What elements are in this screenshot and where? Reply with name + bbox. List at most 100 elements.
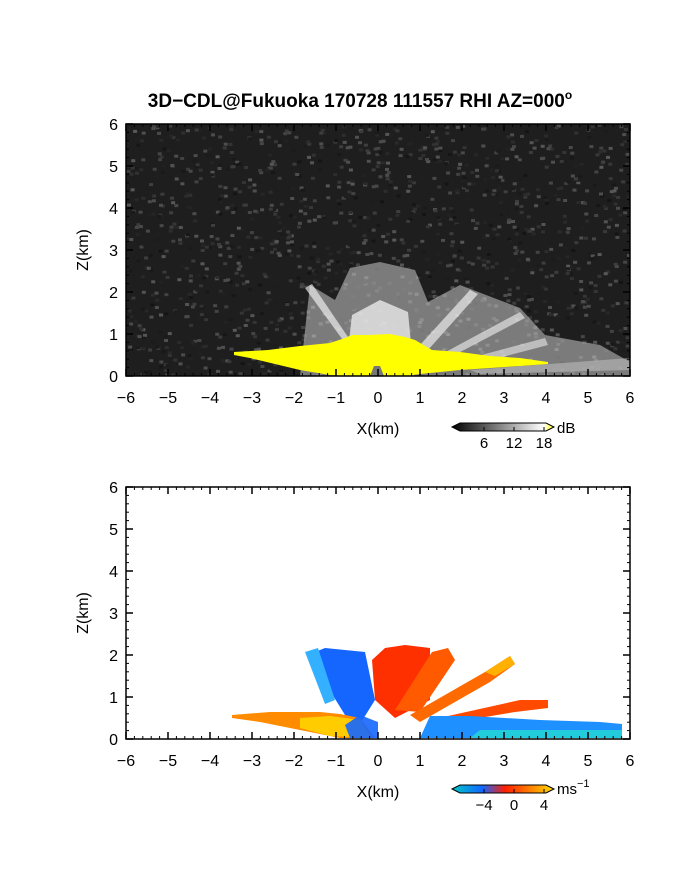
noise-speckle xyxy=(229,125,234,129)
noise-speckle xyxy=(236,267,241,271)
noise-speckle xyxy=(534,204,539,208)
reflectivity-echo xyxy=(234,262,630,376)
noise-speckle xyxy=(134,198,139,202)
noise-speckle xyxy=(626,195,630,198)
noise-speckle xyxy=(298,212,303,215)
noise-speckle xyxy=(279,346,283,350)
noise-speckle xyxy=(531,232,536,236)
noise-speckle xyxy=(145,229,150,233)
noise-speckle xyxy=(486,253,491,256)
noise-speckle xyxy=(204,274,209,278)
noise-speckle xyxy=(194,234,199,238)
noise-speckle xyxy=(527,298,532,302)
noise-speckle xyxy=(359,130,364,134)
noise-speckle xyxy=(375,153,380,157)
noise-speckle xyxy=(312,272,317,276)
noise-speckle xyxy=(325,184,330,188)
noise-speckle xyxy=(151,212,156,216)
noise-speckle xyxy=(146,266,151,270)
noise-speckle xyxy=(470,262,475,266)
velocity-x-tick-label: −6 xyxy=(117,753,135,770)
noise-speckle xyxy=(548,144,553,148)
noise-speckle xyxy=(492,227,497,231)
noise-speckle xyxy=(395,129,400,133)
noise-speckle xyxy=(438,261,443,265)
noise-speckle xyxy=(348,145,353,149)
noise-speckle xyxy=(138,225,143,229)
reflectivity-y-tick-label: 5 xyxy=(109,159,118,176)
noise-speckle xyxy=(490,292,495,296)
noise-speckle xyxy=(475,221,480,225)
noise-speckle xyxy=(248,137,253,141)
noise-speckle xyxy=(163,335,168,339)
noise-speckle xyxy=(136,259,141,263)
noise-speckle xyxy=(312,199,317,203)
noise-speckle xyxy=(161,255,166,259)
noise-speckle xyxy=(514,232,519,236)
noise-speckle xyxy=(167,353,172,357)
noise-speckle xyxy=(486,282,491,286)
noise-speckle xyxy=(624,301,629,305)
noise-speckle xyxy=(378,151,383,155)
noise-speckle xyxy=(613,279,618,283)
noise-speckle xyxy=(165,363,170,367)
noise-speckle xyxy=(549,247,554,251)
noise-speckle xyxy=(254,236,259,240)
noise-speckle xyxy=(339,211,344,215)
noise-speckle xyxy=(129,172,134,176)
noise-speckle xyxy=(598,150,603,154)
noise-speckle xyxy=(253,209,258,213)
noise-speckle xyxy=(579,162,584,166)
noise-speckle xyxy=(203,313,208,317)
noise-speckle xyxy=(257,283,262,287)
noise-speckle xyxy=(497,225,502,229)
noise-speckle xyxy=(311,153,316,157)
noise-speckle xyxy=(135,171,139,175)
noise-speckle xyxy=(599,165,604,169)
noise-speckle xyxy=(230,245,235,248)
noise-speckle xyxy=(389,134,394,138)
noise-speckle xyxy=(279,369,284,373)
velocity-y-tick-label: 6 xyxy=(109,480,118,497)
noise-speckle xyxy=(151,340,156,344)
noise-speckle xyxy=(181,353,186,357)
noise-speckle xyxy=(246,307,251,311)
noise-speckle xyxy=(605,324,610,328)
noise-speckle xyxy=(201,206,206,210)
noise-speckle xyxy=(272,208,277,212)
noise-speckle xyxy=(209,235,214,238)
noise-speckle xyxy=(274,300,279,304)
noise-speckle xyxy=(581,300,586,303)
noise-speckle xyxy=(566,267,570,271)
noise-speckle xyxy=(277,319,282,323)
noise-speckle xyxy=(427,278,432,281)
noise-speckle xyxy=(599,146,604,150)
noise-speckle xyxy=(455,268,460,272)
noise-speckle xyxy=(329,259,334,263)
noise-speckle xyxy=(282,226,287,230)
noise-speckle xyxy=(158,249,163,253)
noise-speckle xyxy=(137,324,142,328)
noise-speckle xyxy=(592,237,596,241)
reflectivity-x-tick-label: 1 xyxy=(416,390,425,407)
noise-speckle xyxy=(164,346,169,349)
noise-speckle xyxy=(369,252,374,256)
velocity-y-tick-label: 2 xyxy=(109,648,118,665)
noise-speckle xyxy=(134,326,139,330)
noise-speckle xyxy=(174,177,179,181)
noise-speckle xyxy=(367,128,372,132)
noise-speckle xyxy=(515,249,520,253)
noise-speckle xyxy=(462,146,467,150)
noise-speckle xyxy=(498,201,503,204)
noise-speckle xyxy=(345,146,350,150)
noise-speckle xyxy=(208,246,213,250)
noise-speckle xyxy=(225,167,230,171)
noise-speckle xyxy=(204,267,209,271)
noise-speckle xyxy=(384,240,389,244)
noise-speckle xyxy=(490,283,495,287)
noise-speckle xyxy=(597,124,602,127)
noise-speckle xyxy=(275,323,280,327)
noise-speckle xyxy=(247,185,252,189)
noise-speckle xyxy=(483,177,488,181)
noise-speckle xyxy=(198,168,203,172)
